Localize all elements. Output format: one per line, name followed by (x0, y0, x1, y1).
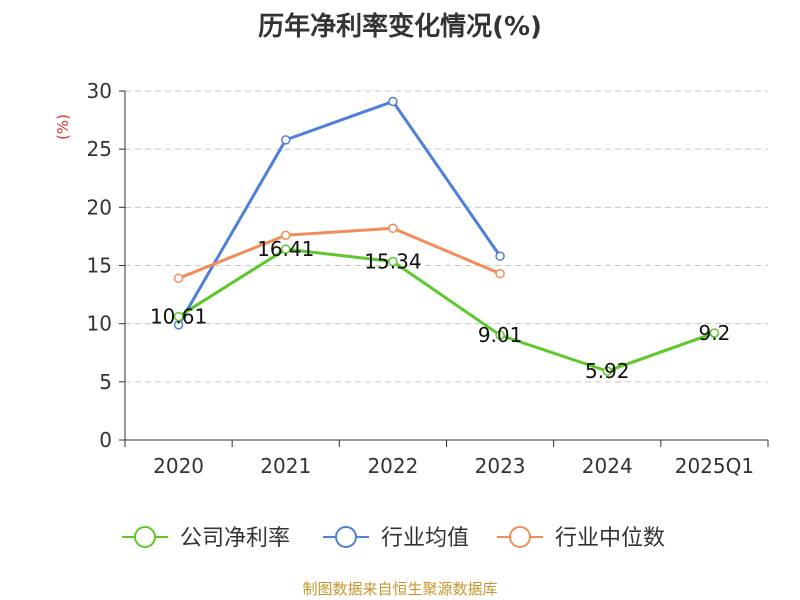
legend-label: 行业均值 (381, 526, 469, 551)
data-point (388, 256, 398, 267)
series-line (178, 226, 501, 280)
chart-title: 历年净利率变化情况(%) (258, 12, 542, 42)
y-tick-label: 25 (87, 137, 112, 161)
series-line (177, 99, 502, 326)
legend-label: 公司净利率 (180, 526, 290, 551)
data-point (495, 330, 505, 340)
data-point (173, 273, 184, 284)
x-tick-label: 2023 (475, 454, 526, 478)
data-point (495, 251, 505, 261)
data-point (388, 96, 398, 107)
data-point (495, 268, 505, 279)
y-tick-label: 0 (99, 428, 112, 452)
data-point (281, 230, 291, 241)
legend-item: 行业中位数 (497, 526, 665, 551)
x-tick-label: 2020 (153, 454, 204, 478)
series-line (177, 247, 715, 373)
data-label: 10.61 (150, 305, 207, 329)
legend-marker (134, 526, 156, 548)
data-label: 15.34 (364, 250, 421, 274)
x-tick-label: 2022 (367, 454, 418, 478)
data-label: 5.92 (585, 359, 630, 383)
data-point (173, 311, 184, 322)
y-tick-label: 5 (99, 370, 112, 394)
data-label: 9.01 (478, 323, 523, 347)
x-tick-label: 2024 (582, 454, 633, 478)
data-point (709, 328, 720, 338)
y-tick-label: 20 (87, 195, 112, 219)
legend-label: 行业中位数 (555, 526, 665, 551)
source-note: 制图数据来自恒生聚源数据库 (302, 580, 498, 598)
data-label: 9.2 (699, 321, 731, 345)
y-axis-label: (%) (54, 114, 72, 140)
legend-item: 公司净利率 (122, 526, 290, 551)
y-tick-label: 15 (87, 254, 112, 278)
legend-marker (509, 526, 531, 548)
data-point (281, 135, 291, 145)
x-tick-label: 2021 (260, 454, 311, 478)
data-point (281, 244, 291, 254)
data-label: 16.41 (257, 237, 314, 261)
legend-marker (335, 526, 357, 548)
y-tick-label: 10 (87, 312, 112, 336)
legend-item: 行业均值 (323, 526, 469, 551)
x-tick-label: 2025Q1 (675, 454, 754, 478)
data-point (602, 366, 612, 376)
data-point (388, 223, 398, 234)
y-tick-label: 30 (87, 79, 112, 103)
